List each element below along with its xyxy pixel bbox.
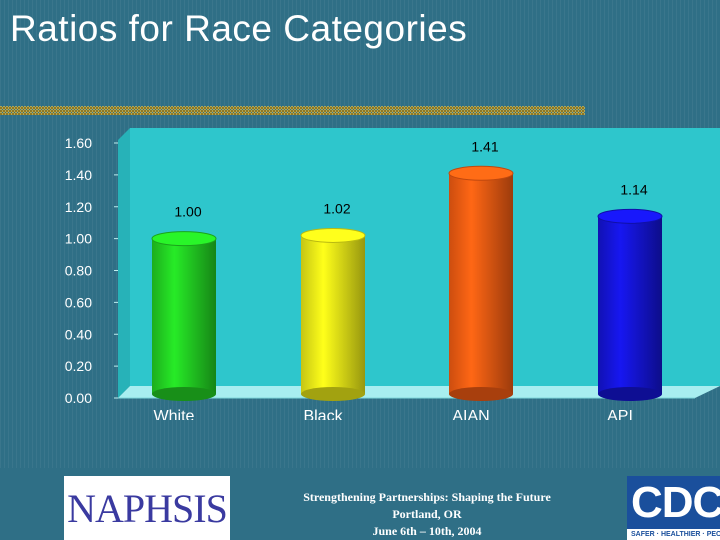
bar-top xyxy=(597,208,663,224)
data-label: 1.00 xyxy=(174,204,201,220)
bar-black xyxy=(301,235,365,394)
cdc-tagline: SAFER · HEALTHIER · PEOPLE xyxy=(627,529,720,540)
y-tick-label: 0.20 xyxy=(65,358,92,374)
bar-aian xyxy=(449,173,513,394)
conference-info: Strengthening Partnerships: Shaping the … xyxy=(262,489,592,540)
slide-title: Ratios for Race Categories xyxy=(10,8,468,49)
bar-base xyxy=(449,387,513,401)
bar-top xyxy=(151,231,217,247)
bar-top xyxy=(448,165,514,181)
bar-top xyxy=(300,227,366,243)
conference-location: Portland, OR xyxy=(392,507,462,521)
cdc-logo-text: CDC xyxy=(631,478,720,527)
plot-area xyxy=(118,128,720,399)
bar-api xyxy=(598,216,662,394)
y-tick-label: 0.40 xyxy=(65,326,92,342)
bar-chart: 0.00 0.20 0.40 0.60 0.80 1.00 1.20 1.40 1.60 Whi… xyxy=(65,128,720,425)
x-tick-label: Black xyxy=(303,408,343,420)
y-tick-label: 0.60 xyxy=(65,294,92,310)
y-tick-label: 1.40 xyxy=(65,167,92,183)
naphsis-logo-text: NAPHSIS xyxy=(67,486,228,531)
cdc-logo: CDC SAFER · HEALTHIER · PEOPLE xyxy=(627,476,720,540)
y-tick-label: 1.20 xyxy=(65,199,92,215)
plot-floor xyxy=(118,386,720,398)
bar-base xyxy=(152,387,216,401)
title-divider xyxy=(0,106,585,115)
data-label: 1.02 xyxy=(323,200,350,216)
conference-tagline: Strengthening Partnerships: Shaping the … xyxy=(303,490,551,504)
y-tick-label: 0.00 xyxy=(65,390,92,406)
naphsis-logo: NAPHSIS xyxy=(64,476,230,540)
bars xyxy=(151,165,663,401)
conference-dates: June 6th – 10th, 2004 xyxy=(372,524,482,538)
x-axis-labels: White Black AIAN API xyxy=(154,408,633,425)
y-axis: 0.00 0.20 0.40 0.60 0.80 1.00 1.20 1.40 1.60 xyxy=(65,135,118,406)
chart-panel: 0.00 0.20 0.40 0.60 0.80 1.00 1.20 1.40 1.60 Whi… xyxy=(0,115,720,425)
plot-side-wall xyxy=(118,128,130,398)
x-tick-label: API xyxy=(607,408,633,420)
bar-base xyxy=(301,387,365,401)
y-tick-label: 1.00 xyxy=(65,231,92,247)
data-label: 1.41 xyxy=(471,138,498,154)
y-tick-label: 1.60 xyxy=(65,135,92,151)
data-label: 1.14 xyxy=(620,181,647,197)
bar-white xyxy=(152,238,216,394)
plot-back-wall xyxy=(130,128,720,386)
x-tick-label: AIAN xyxy=(452,408,489,420)
bar-base xyxy=(598,387,662,401)
x-tick-label: White xyxy=(154,408,195,420)
value-labels: 1.00 1.02 1.41 1.14 xyxy=(174,138,647,219)
y-tick-label: 0.80 xyxy=(65,263,92,279)
